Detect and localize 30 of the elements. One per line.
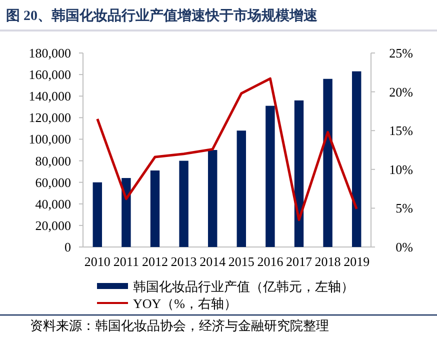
y-tick-label: 180,000 [28,46,71,60]
title: 图 20、韩国化妆品行业产值增速快于市场规模增速 [6,9,318,24]
x-tick-label: 2017 [286,254,312,269]
y-tick-label: 40,000 [35,196,71,212]
text: 资料来源：韩国化妆品协会，经济与金融研究院整理 [30,318,329,333]
x-tick-label: 2012 [142,254,168,269]
y-tick-label: 0 [64,240,71,254]
y2-tick-label: 5% [396,200,414,216]
y2-tick-label: 15% [389,123,414,138]
x-tick-label: 2010 [84,254,110,269]
legend-label: YOY（%，右轴） [133,296,237,311]
y-tick-label: 140,000 [28,88,71,104]
y-tick-label: 80,000 [35,153,71,168]
y-tick-label: 120,000 [28,110,71,126]
y2-tick-label: 0% [396,240,414,254]
x-tick-label: 2015 [228,254,254,269]
x-tick-label: 2019 [344,254,370,269]
legend-label: 韩国化妆品行业产值（亿韩元，左轴） [133,279,354,294]
y-tick-label: 20,000 [35,218,71,233]
y-tick-label: 60,000 [35,174,71,190]
y2-tick-label: 20% [389,84,414,100]
y-tick-label: 160,000 [28,67,71,82]
x-tick-label: 2018 [314,254,341,269]
x-tick-label: 2011 [113,254,139,269]
y-tick-label: 100,000 [28,132,71,147]
y2-tick-label: 10% [389,162,414,177]
x-tick-label: 2014 [200,254,226,269]
x-tick-label: 2016 [257,254,284,269]
y2-tick-label: 25% [389,46,414,60]
x-tick-label: 2013 [170,254,197,269]
